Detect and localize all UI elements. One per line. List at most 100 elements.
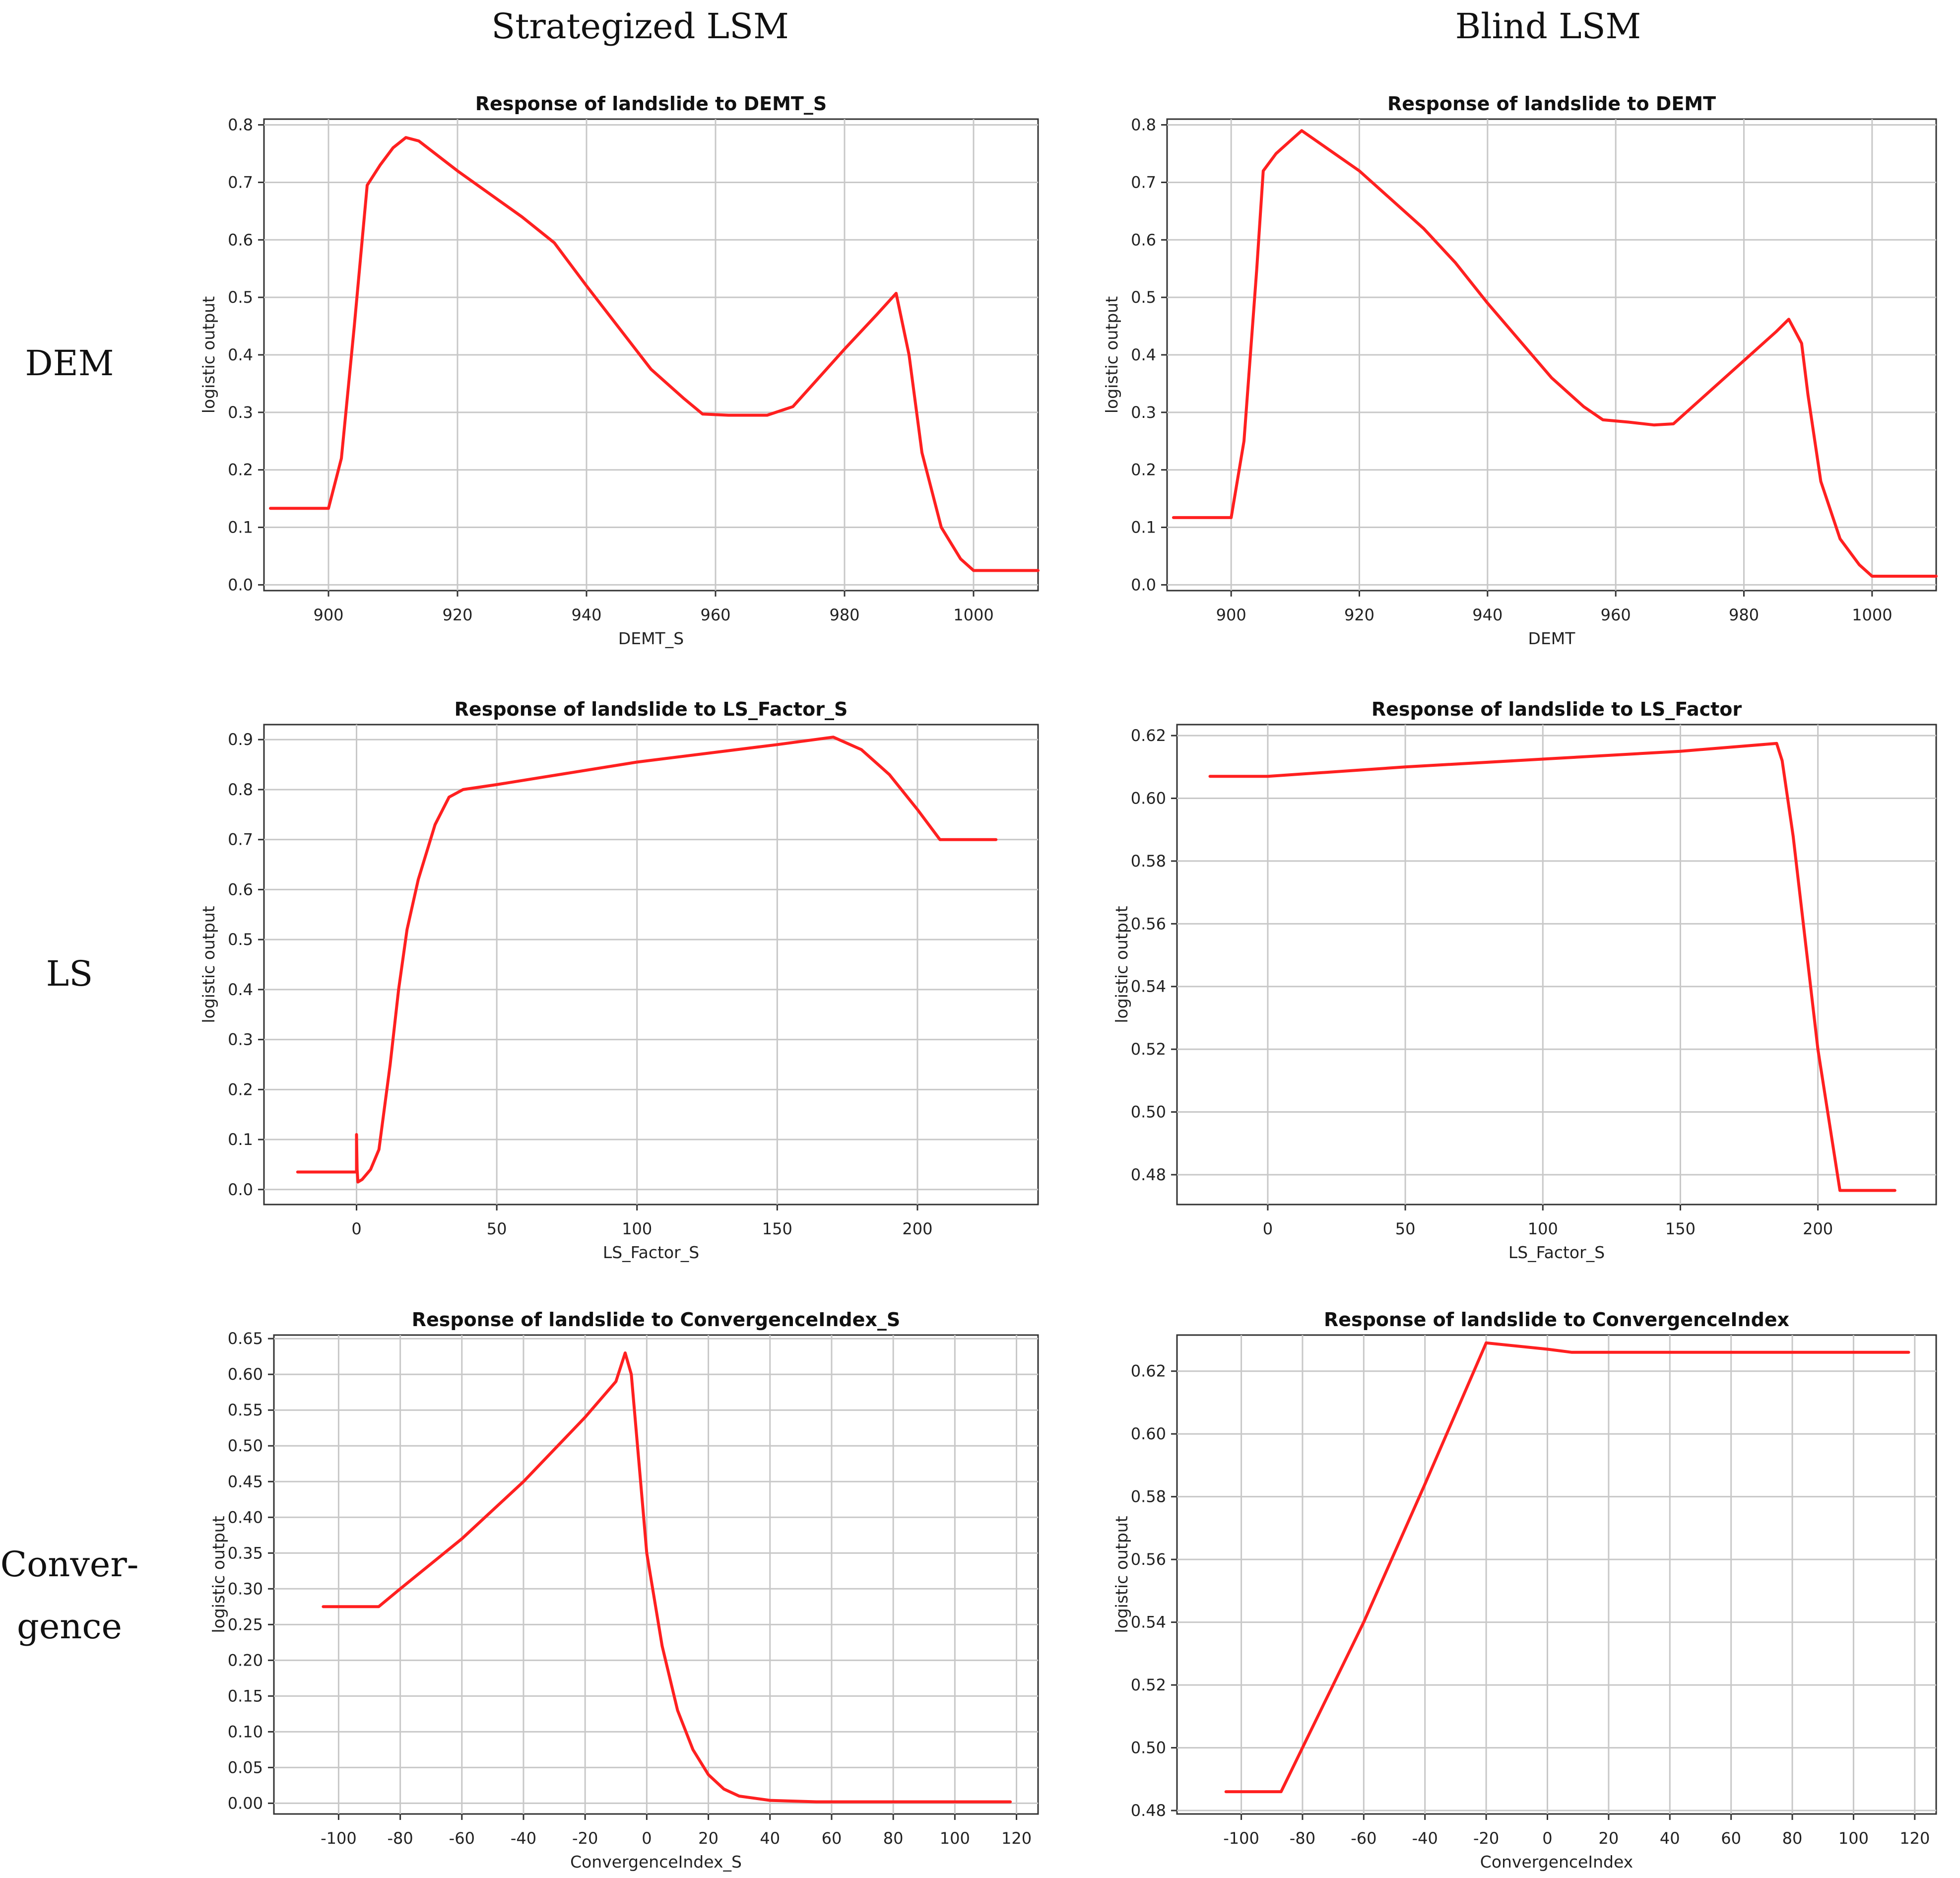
y-tick-label: 0.4 (228, 980, 253, 999)
row-label-convergence-line: gence (17, 1606, 122, 1647)
y-tick-label: 0.50 (1131, 1739, 1166, 1757)
x-axis-label: ConvergenceIndex (1480, 1852, 1633, 1872)
series-line-response (296, 736, 998, 1184)
chart-ls-blind: Response of landslide to LS_Factor 0 50 100… (1112, 698, 1937, 1262)
y-tick-label: 0.65 (228, 1329, 263, 1348)
y-axis-label: logistic output (1112, 906, 1131, 1023)
x-tick-label: 20 (698, 1829, 719, 1848)
x-tick-label: 940 (1472, 605, 1503, 624)
x-tick-label: -40 (511, 1829, 536, 1848)
y-tick-label: 0.8 (228, 116, 253, 134)
y-tick-label: 0.50 (1131, 1103, 1166, 1122)
series-line-response (1208, 741, 1896, 1192)
y-tick-label: 0.1 (228, 518, 253, 537)
y-tick-label: 0.4 (1131, 345, 1156, 364)
y-tick-label: 0.40 (228, 1508, 263, 1527)
plot-frame (263, 724, 1039, 1206)
x-tick-label: -100 (321, 1829, 357, 1848)
x-tick-label: 80 (1782, 1829, 1803, 1848)
x-tick-label: -20 (572, 1829, 598, 1848)
y-tick-label: 0.60 (228, 1365, 263, 1384)
x-tick-label: 0 (351, 1219, 361, 1238)
chart-ls-strategized: Response of landslide to LS_Factor_S 0 50 1… (199, 698, 1039, 1262)
chart-title: Response of landslide to ConvergenceInde… (1324, 1309, 1789, 1331)
x-tick-label: 60 (1721, 1829, 1741, 1848)
y-tick-label: 0.7 (1131, 173, 1156, 192)
row-label-ls: LS (46, 953, 93, 994)
y-tick-label: 0.52 (1131, 1676, 1166, 1694)
chart-title: Response of landslide to DEMT_S (475, 93, 827, 115)
x-tick-label: 120 (1899, 1829, 1930, 1848)
column-header-blind: Blind LSM (1455, 6, 1641, 47)
x-tick-label: 980 (829, 605, 859, 624)
y-tick-label: 0.3 (1131, 403, 1156, 422)
plot-frame (1176, 1334, 1937, 1815)
x-tick-label: 920 (1344, 605, 1374, 624)
y-tick-label: 0.2 (228, 461, 253, 479)
y-tick-label: 0.5 (1131, 288, 1156, 307)
x-tick-label: 0 (1542, 1829, 1552, 1848)
plot-frame (1176, 724, 1937, 1206)
y-tick-label: 0.0 (228, 1180, 253, 1199)
x-tick-label: 150 (1665, 1219, 1696, 1238)
y-tick-label: 0.45 (228, 1472, 263, 1491)
x-tick-label: -80 (1290, 1829, 1315, 1848)
y-tick-label: 0.1 (1131, 518, 1156, 537)
y-tick-label: 0.50 (228, 1436, 263, 1455)
x-tick-label: 100 (940, 1829, 970, 1848)
x-tick-label: 200 (902, 1219, 932, 1238)
y-tick-label: 0.3 (228, 1030, 253, 1049)
x-tick-label: 60 (822, 1829, 842, 1848)
x-tick-label: 100 (1528, 1219, 1558, 1238)
y-tick-label: 0.15 (228, 1686, 263, 1705)
y-tick-label: 0.9 (228, 730, 253, 749)
y-tick-label: 0.7 (228, 830, 253, 849)
x-tick-label: 200 (1803, 1219, 1833, 1238)
chart-dem-blind: Response of landslide to DEMT 900 920 940 96… (1102, 93, 1938, 648)
y-tick-label: 0.8 (228, 780, 253, 799)
y-tick-label: 0.35 (228, 1543, 263, 1562)
x-tick-label: 980 (1729, 605, 1759, 624)
y-tick-label: 0.54 (1131, 977, 1166, 996)
y-tick-label: 0.10 (228, 1722, 263, 1741)
y-tick-label: 0.56 (1131, 1550, 1166, 1569)
x-tick-label: 40 (760, 1829, 780, 1848)
y-tick-label: 0.00 (228, 1794, 263, 1812)
y-tick-label: 0.3 (228, 403, 253, 422)
y-tick-label: 0.05 (228, 1758, 263, 1777)
y-tick-label: 0.5 (228, 930, 253, 949)
series-line-response (322, 1351, 1012, 1804)
y-axis-label: logistic output (209, 1516, 228, 1633)
y-axis-label: logistic output (1112, 1516, 1131, 1633)
x-tick-label: 900 (313, 605, 343, 624)
y-tick-label: 0.7 (228, 173, 253, 192)
x-tick-label: 50 (1395, 1219, 1416, 1238)
y-tick-label: 0.55 (228, 1401, 263, 1419)
x-tick-label: 900 (1216, 605, 1246, 624)
x-tick-label: 940 (571, 605, 601, 624)
y-tick-label: 0.62 (1131, 726, 1166, 745)
y-tick-label: 0.58 (1131, 852, 1166, 871)
y-tick-label: 0.6 (228, 230, 253, 249)
y-tick-label: 0.1 (228, 1130, 253, 1149)
y-tick-label: 0.6 (228, 880, 253, 899)
x-tick-label: 100 (622, 1219, 652, 1238)
series-line-response (1172, 129, 1938, 578)
y-tick-label: 0.48 (1131, 1801, 1166, 1820)
chart-conv-blind: Response of landslide to ConvergenceInde… (1112, 1309, 1937, 1872)
y-axis-label: logistic output (199, 906, 218, 1023)
y-tick-label: 0.58 (1131, 1487, 1166, 1506)
x-tick-label: -20 (1473, 1829, 1499, 1848)
y-tick-label: 0.8 (1131, 116, 1156, 134)
x-tick-label: 1000 (953, 605, 993, 624)
x-tick-label: 80 (883, 1829, 904, 1848)
chart-conv-strategized: Response of landslide to ConvergenceInde… (209, 1309, 1039, 1872)
y-tick-label: 0.6 (1131, 230, 1156, 249)
y-tick-label: 0.52 (1131, 1040, 1166, 1059)
y-tick-label: 0.0 (228, 575, 253, 594)
y-tick-label: 0.56 (1131, 914, 1166, 933)
x-axis-label: LS_Factor_S (1508, 1243, 1605, 1262)
x-tick-label: 960 (1601, 605, 1631, 624)
chart-dem-strategized: Response of landslide to DEMT_S 900 920 940… (199, 93, 1040, 648)
x-tick-label: 920 (442, 605, 472, 624)
